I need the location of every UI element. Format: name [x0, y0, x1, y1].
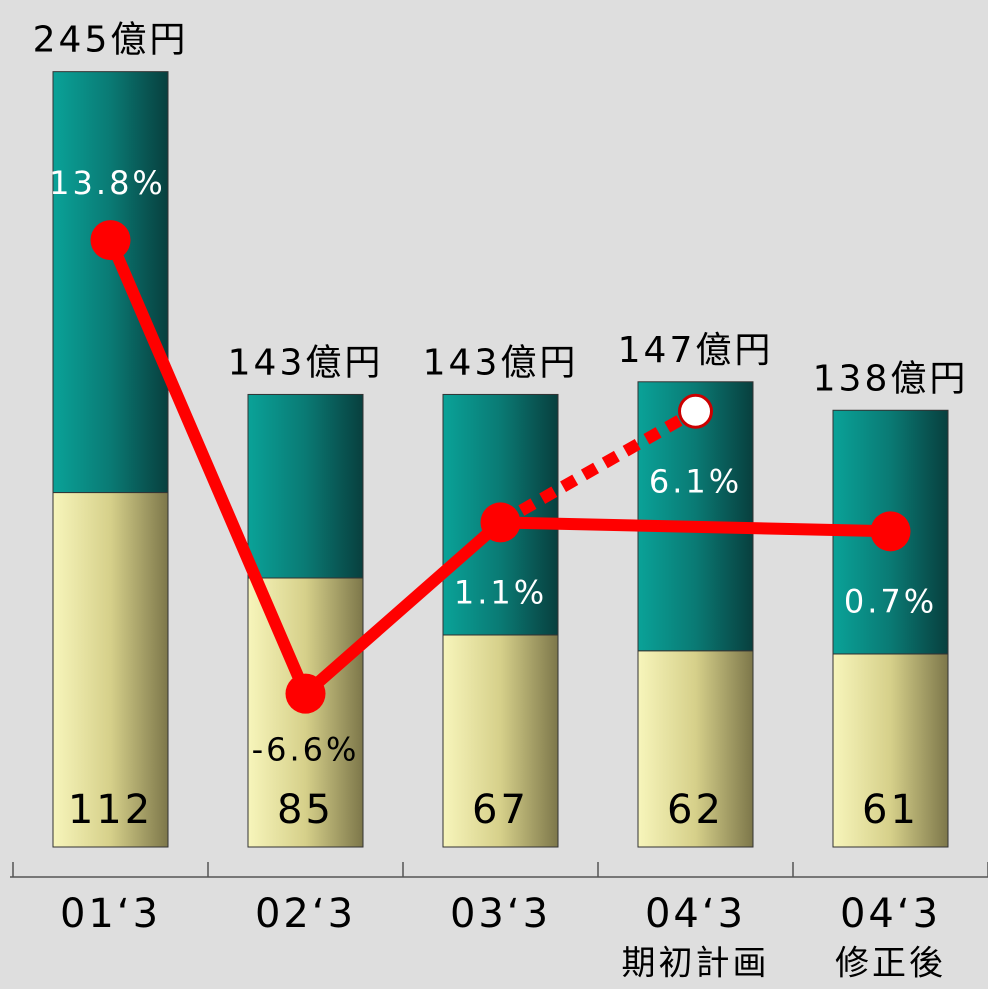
data-label: 1.1%	[454, 573, 547, 611]
x-tick-label: 期初計画	[622, 944, 770, 984]
total-label: 245億円	[33, 20, 189, 61]
bar-segment	[52, 71, 169, 494]
segment-label: 85	[277, 787, 334, 833]
total-label: 138億円	[813, 358, 969, 399]
x-tick-label: 02‘3	[255, 891, 356, 937]
x-tick-label: 03‘3	[450, 891, 551, 937]
bar-segment	[52, 492, 169, 848]
total-label: 143億円	[228, 342, 384, 383]
data-label: 6.1%	[649, 462, 742, 500]
x-tick-label: 修正後	[835, 944, 946, 984]
x-tick-label: 04‘3	[645, 891, 746, 937]
segment-label: 61	[862, 787, 919, 833]
bar-segment	[637, 650, 754, 848]
x-tick-label: 04‘3	[840, 891, 941, 937]
bar-segment	[247, 393, 364, 579]
bar-segment	[832, 653, 949, 848]
segment-label: 62	[667, 787, 724, 833]
data-label: 0.7%	[844, 582, 937, 620]
segment-label: 67	[472, 787, 529, 833]
line	[497, 406, 699, 528]
data-label: -6.6%	[252, 731, 360, 769]
total-label: 147億円	[618, 330, 774, 371]
line	[104, 237, 891, 704]
marker	[90, 220, 131, 261]
marker	[870, 511, 911, 552]
marker	[678, 393, 713, 429]
total-label: 143億円	[423, 342, 579, 383]
segment-label: 112	[68, 787, 153, 833]
data-label: 13.8%	[49, 164, 166, 202]
marker	[285, 673, 326, 714]
x-tick-label: 01‘3	[60, 891, 161, 937]
